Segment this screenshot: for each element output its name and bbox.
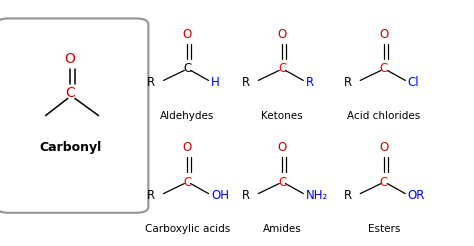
Text: R: R: [242, 76, 250, 89]
Text: OH: OH: [211, 189, 229, 202]
Text: O: O: [182, 141, 192, 154]
Text: C: C: [380, 62, 388, 75]
Text: O: O: [277, 141, 287, 154]
Text: R: R: [344, 76, 352, 89]
Text: R: R: [344, 189, 352, 202]
Text: H: H: [211, 76, 219, 89]
Text: Acid chlorides: Acid chlorides: [347, 111, 420, 121]
Text: C: C: [183, 176, 191, 188]
Text: C: C: [65, 87, 75, 100]
Text: Ketones: Ketones: [261, 111, 303, 121]
Text: Carbonyl: Carbonyl: [39, 141, 101, 154]
Text: O: O: [65, 52, 75, 66]
Text: Esters: Esters: [368, 224, 400, 234]
Text: C: C: [278, 176, 286, 188]
Text: Amides: Amides: [263, 224, 301, 234]
Text: Cl: Cl: [408, 76, 419, 89]
Text: O: O: [182, 28, 192, 41]
Text: NH₂: NH₂: [306, 189, 328, 202]
Text: O: O: [379, 28, 389, 41]
Text: R: R: [147, 76, 155, 89]
Text: O: O: [379, 141, 389, 154]
Text: R: R: [147, 189, 155, 202]
Text: Aldehydes: Aldehydes: [160, 111, 214, 121]
Text: R: R: [306, 76, 314, 89]
Text: R: R: [242, 189, 250, 202]
Text: O: O: [277, 28, 287, 41]
Text: C: C: [380, 176, 388, 188]
Text: Carboxylic acids: Carboxylic acids: [145, 224, 230, 234]
Text: C: C: [278, 62, 286, 75]
FancyBboxPatch shape: [0, 18, 148, 213]
Text: C: C: [183, 62, 191, 75]
Text: OR: OR: [408, 189, 425, 202]
